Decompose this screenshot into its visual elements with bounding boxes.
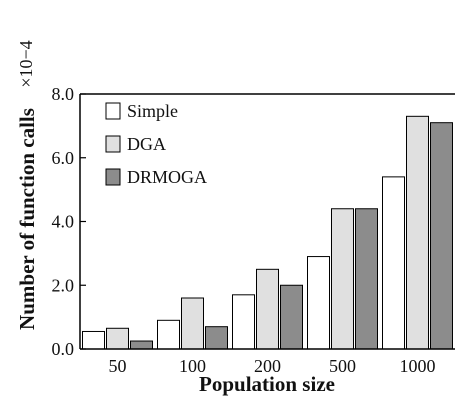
bar-dga-500 (331, 208, 354, 350)
x-tick-label: 50 (109, 356, 127, 376)
bar-simple-100 (157, 319, 180, 350)
y-axis-multiplier: ×10−4 (16, 40, 36, 87)
bar-drmoga-200 (280, 284, 303, 350)
legend-label-simple: Simple (127, 101, 178, 121)
legend-swatch-drmoga (105, 168, 121, 186)
bar-simple-50 (82, 330, 105, 350)
bar-drmoga-500 (355, 208, 378, 350)
x-tick-label: 100 (179, 356, 206, 376)
bar-simple-200 (232, 294, 255, 350)
x-tick-labels: 50 100 200 500 1000 (109, 356, 436, 376)
x-tick-label: 500 (329, 356, 356, 376)
y-tick-label: 8.0 (52, 84, 75, 104)
legend-label-drmoga: DRMOGA (127, 167, 207, 187)
x-tick-label: 200 (254, 356, 281, 376)
bar-drmoga-50 (130, 340, 153, 350)
x-axis-title: Population size (199, 372, 335, 396)
bar-simple-500 (307, 256, 330, 350)
bar-drmoga-1000 (430, 122, 453, 350)
legend-swatch-dga (105, 135, 121, 153)
bar-dga-100 (181, 297, 204, 350)
y-tick-label: 0.0 (52, 339, 75, 359)
y-axis-title: Number of function calls (15, 108, 39, 330)
y-ticks: 0.0 2.0 4.0 6.0 8.0 (52, 84, 86, 359)
bar-drmoga-100 (205, 326, 228, 350)
y-tick-label: 2.0 (52, 275, 75, 295)
legend-swatch-simple (105, 102, 121, 120)
y-tick-label: 6.0 (52, 148, 75, 168)
legend-label-dga: DGA (127, 134, 166, 154)
x-tick-label: 1000 (400, 356, 436, 376)
bars-layer (82, 115, 453, 350)
bar-dga-200 (256, 268, 279, 350)
bar-dga-1000 (406, 115, 429, 350)
y-tick-label: 4.0 (52, 212, 75, 232)
legend: Simple DGA DRMOGA (105, 101, 207, 187)
bar-simple-1000 (382, 176, 405, 350)
bar-dga-50 (106, 327, 129, 350)
